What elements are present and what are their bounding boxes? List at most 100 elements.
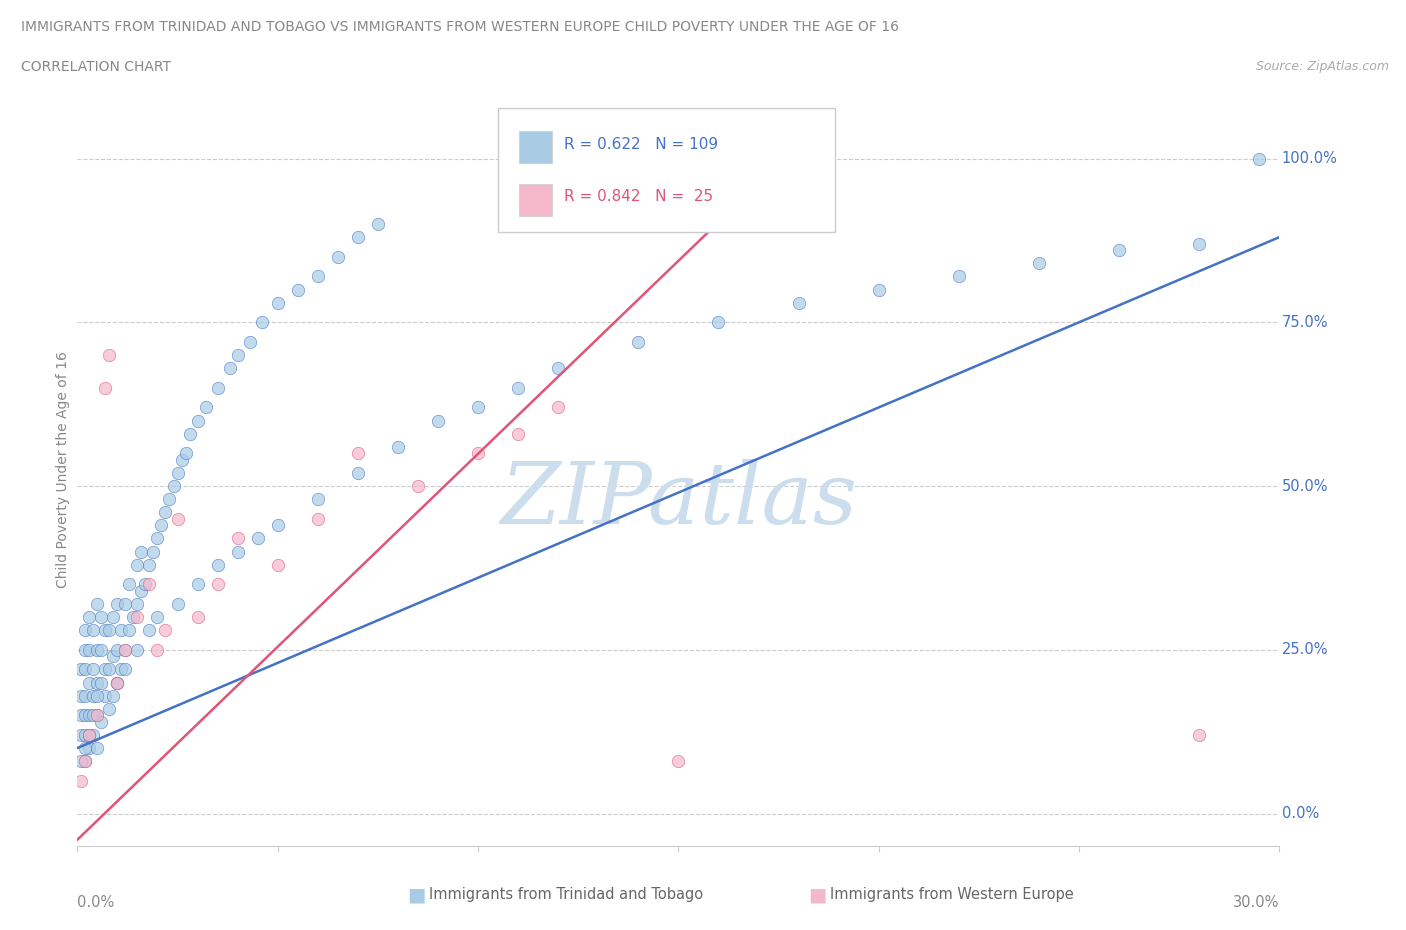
Point bbox=[79, 609, 101, 624]
Point bbox=[174, 445, 197, 460]
Point bbox=[94, 380, 117, 395]
Point bbox=[70, 774, 93, 789]
Point bbox=[347, 445, 370, 460]
Point bbox=[138, 557, 160, 572]
Point bbox=[868, 282, 890, 297]
Point bbox=[86, 675, 108, 690]
Point bbox=[98, 348, 121, 363]
Point bbox=[79, 675, 101, 690]
Point bbox=[79, 643, 101, 658]
Point bbox=[508, 380, 530, 395]
Point bbox=[82, 662, 104, 677]
Point bbox=[138, 577, 160, 591]
Point bbox=[547, 400, 569, 415]
Point bbox=[107, 675, 129, 690]
Point bbox=[86, 708, 108, 723]
Point bbox=[207, 577, 229, 591]
Point bbox=[94, 662, 117, 677]
Point bbox=[467, 400, 489, 415]
Point bbox=[127, 643, 149, 658]
Point bbox=[186, 577, 209, 591]
Point bbox=[90, 675, 112, 690]
Point bbox=[179, 426, 201, 441]
Point bbox=[94, 623, 117, 638]
Point bbox=[82, 708, 104, 723]
Point bbox=[114, 643, 136, 658]
Point bbox=[86, 643, 108, 658]
Point bbox=[267, 557, 290, 572]
Text: R = 0.842   N =  25: R = 0.842 N = 25 bbox=[564, 190, 713, 205]
Point bbox=[627, 335, 650, 350]
Point bbox=[75, 727, 97, 742]
Point bbox=[307, 269, 329, 284]
Point bbox=[194, 400, 217, 415]
Point bbox=[103, 609, 125, 624]
Point bbox=[110, 662, 132, 677]
Point bbox=[82, 688, 104, 703]
Text: 75.0%: 75.0% bbox=[1282, 314, 1329, 330]
Point bbox=[246, 531, 269, 546]
Point bbox=[75, 623, 97, 638]
Text: Source: ZipAtlas.com: Source: ZipAtlas.com bbox=[1256, 60, 1389, 73]
Point bbox=[107, 675, 129, 690]
Text: 50.0%: 50.0% bbox=[1282, 479, 1329, 494]
Point bbox=[75, 753, 97, 768]
Point bbox=[387, 439, 409, 454]
Text: 30.0%: 30.0% bbox=[1233, 896, 1279, 910]
Point bbox=[250, 315, 273, 330]
Point bbox=[547, 361, 569, 376]
Point bbox=[367, 217, 389, 232]
Point bbox=[267, 518, 290, 533]
Point bbox=[1188, 727, 1211, 742]
Point bbox=[114, 662, 136, 677]
Point bbox=[162, 479, 184, 494]
Point bbox=[166, 512, 188, 526]
Point bbox=[1188, 236, 1211, 251]
Point bbox=[347, 466, 370, 481]
Point bbox=[226, 531, 249, 546]
FancyBboxPatch shape bbox=[498, 108, 835, 232]
Point bbox=[150, 518, 173, 533]
Point bbox=[86, 688, 108, 703]
Point bbox=[155, 623, 177, 638]
Text: 0.0%: 0.0% bbox=[77, 896, 114, 910]
Point bbox=[307, 492, 329, 507]
Point bbox=[267, 295, 290, 310]
Point bbox=[127, 609, 149, 624]
Text: ZIPatlas: ZIPatlas bbox=[499, 458, 858, 541]
Point bbox=[155, 505, 177, 520]
Point bbox=[114, 596, 136, 611]
Point bbox=[70, 727, 93, 742]
Bar bbox=[519, 131, 553, 163]
Point bbox=[86, 708, 108, 723]
Point bbox=[79, 727, 101, 742]
Point bbox=[75, 688, 97, 703]
Point bbox=[107, 675, 129, 690]
Point bbox=[226, 544, 249, 559]
Text: 25.0%: 25.0% bbox=[1282, 643, 1329, 658]
Point bbox=[326, 249, 349, 264]
Point bbox=[787, 295, 810, 310]
Point bbox=[127, 557, 149, 572]
Point bbox=[170, 452, 193, 467]
Point bbox=[948, 269, 970, 284]
Point bbox=[103, 649, 125, 664]
Point bbox=[138, 623, 160, 638]
Point bbox=[122, 609, 145, 624]
Point bbox=[110, 623, 132, 638]
Point bbox=[82, 727, 104, 742]
Point bbox=[70, 662, 93, 677]
Text: 100.0%: 100.0% bbox=[1282, 151, 1337, 166]
Point bbox=[70, 688, 93, 703]
Point bbox=[347, 230, 370, 245]
Point bbox=[107, 643, 129, 658]
Point bbox=[134, 577, 156, 591]
Point bbox=[142, 544, 165, 559]
Point bbox=[1108, 243, 1130, 258]
Point bbox=[86, 596, 108, 611]
Bar bbox=[519, 184, 553, 216]
Point bbox=[131, 583, 153, 598]
Text: Immigrants from Trinidad and Tobago: Immigrants from Trinidad and Tobago bbox=[429, 887, 703, 902]
Point bbox=[207, 557, 229, 572]
Point bbox=[75, 753, 97, 768]
